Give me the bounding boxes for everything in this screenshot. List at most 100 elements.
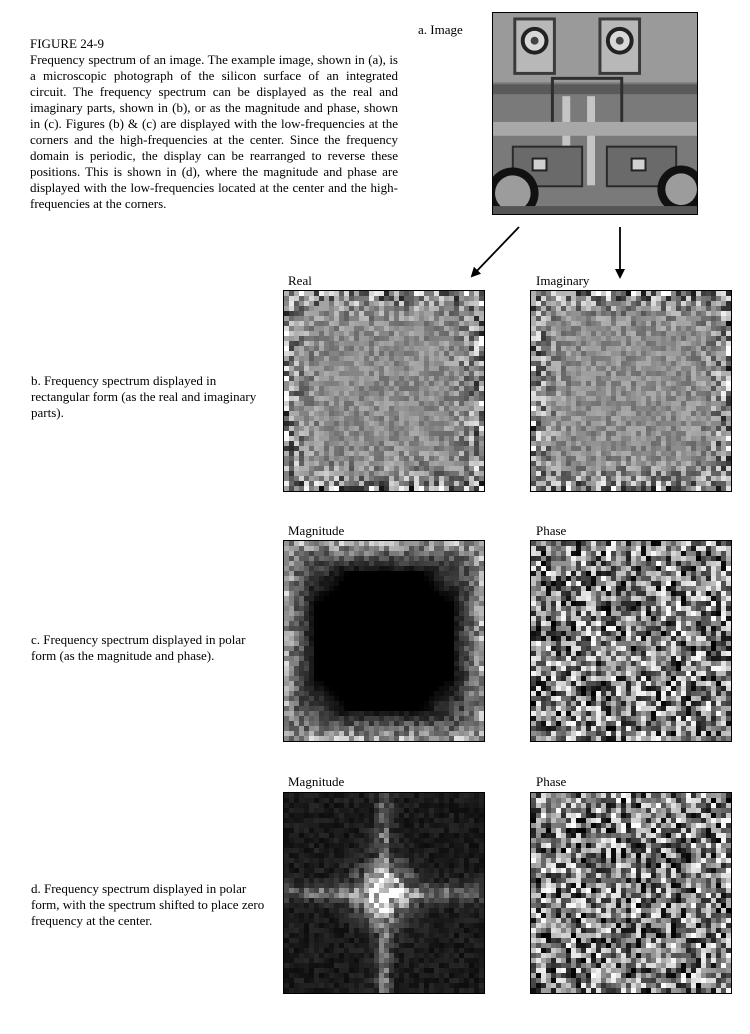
texture-pixel — [434, 356, 440, 362]
texture-pixel — [541, 341, 547, 347]
texture-pixel — [626, 541, 632, 547]
texture-pixel — [469, 406, 475, 412]
texture-pixel — [686, 396, 692, 402]
texture-pixel — [379, 721, 385, 727]
texture-pixel — [314, 366, 320, 372]
texture-pixel — [379, 441, 385, 447]
texture-pixel — [601, 351, 607, 357]
texture-pixel — [399, 481, 405, 487]
texture-pixel — [444, 546, 450, 552]
texture-pixel — [379, 626, 385, 632]
texture-pixel — [394, 611, 400, 617]
texture-pixel — [369, 436, 375, 442]
texture-pixel — [414, 716, 420, 722]
texture-pixel — [676, 351, 682, 357]
texture-pixel — [344, 366, 350, 372]
texture-pixel — [479, 326, 484, 332]
texture-pixel — [319, 481, 325, 487]
texture-pixel — [686, 431, 692, 437]
texture-pixel — [459, 336, 465, 342]
texture-pixel — [399, 711, 405, 717]
texture-pixel — [691, 321, 697, 327]
texture-pixel — [354, 321, 360, 327]
texture-pixel — [309, 426, 315, 432]
texture-pixel — [289, 301, 295, 307]
texture-pixel — [701, 471, 707, 477]
texture-pixel — [439, 421, 445, 427]
texture-pixel — [464, 651, 470, 657]
texture-pixel — [394, 386, 400, 392]
texture-pixel — [379, 736, 385, 741]
texture-pixel — [304, 556, 310, 562]
texture-pixel — [424, 631, 430, 637]
texture-pixel — [284, 706, 290, 712]
texture-pixel — [439, 456, 445, 462]
texture-pixel — [299, 311, 305, 317]
texture-pixel — [546, 451, 552, 457]
texture-pixel — [324, 336, 330, 342]
texture-pixel — [444, 346, 450, 352]
texture-pixel — [429, 606, 435, 612]
texture-pixel — [359, 586, 365, 592]
texture-pixel — [474, 626, 480, 632]
texture-pixel — [379, 601, 385, 607]
texture-pixel — [479, 696, 484, 702]
texture-pixel — [651, 481, 657, 487]
texture-pixel — [299, 621, 305, 627]
texture-pixel — [611, 366, 617, 372]
texture-pixel — [706, 301, 712, 307]
texture-pixel — [394, 421, 400, 427]
texture-pixel — [454, 306, 460, 312]
texture-pixel — [716, 396, 722, 402]
texture-pixel — [304, 581, 310, 587]
texture-pixel — [319, 406, 325, 412]
texture-pixel — [289, 656, 295, 662]
texture-pixel — [671, 426, 677, 432]
texture-pixel — [586, 401, 592, 407]
texture-pixel — [711, 436, 717, 442]
texture-pixel — [324, 426, 330, 432]
texture-pixel — [309, 376, 315, 382]
texture-pixel — [309, 301, 315, 307]
texture-pixel — [546, 481, 552, 487]
texture-pixel — [601, 336, 607, 342]
texture-pixel — [459, 416, 465, 422]
texture-pixel — [429, 566, 435, 572]
texture-pixel — [646, 371, 652, 377]
texture-pixel — [716, 296, 722, 302]
texture-pixel — [449, 636, 455, 642]
texture-pixel — [374, 581, 380, 587]
texture-pixel — [454, 616, 460, 622]
texture-pixel — [304, 606, 310, 612]
texture-pixel — [309, 471, 315, 477]
texture-pixel — [631, 391, 637, 397]
texture-pixel — [329, 661, 335, 667]
texture-pixel — [334, 421, 340, 427]
texture-pixel — [374, 691, 380, 697]
texture-pixel — [349, 466, 355, 472]
texture-pixel — [324, 476, 330, 482]
texture-pixel — [636, 381, 642, 387]
texture-pixel — [641, 441, 647, 447]
texture-pixel — [419, 316, 425, 322]
texture-pixel — [419, 606, 425, 612]
texture-pixel — [289, 416, 295, 422]
texture-pixel — [571, 401, 577, 407]
texture-pixel — [656, 411, 662, 417]
texture-pixel — [474, 351, 480, 357]
texture-pixel — [444, 621, 450, 627]
texture-pixel — [314, 416, 320, 422]
texture-pixel — [349, 381, 355, 387]
texture-pixel — [289, 666, 295, 672]
texture-pixel — [596, 341, 602, 347]
texture-pixel — [419, 436, 425, 442]
texture-pixel — [474, 441, 480, 447]
texture-pixel — [716, 471, 722, 477]
texture-pixel — [389, 646, 395, 652]
texture-pixel — [389, 716, 395, 722]
texture-pixel — [464, 676, 470, 682]
texture-pixel — [324, 666, 330, 672]
texture-pixel — [691, 326, 697, 332]
texture-pixel — [294, 481, 300, 487]
texture-pixel — [394, 706, 400, 712]
